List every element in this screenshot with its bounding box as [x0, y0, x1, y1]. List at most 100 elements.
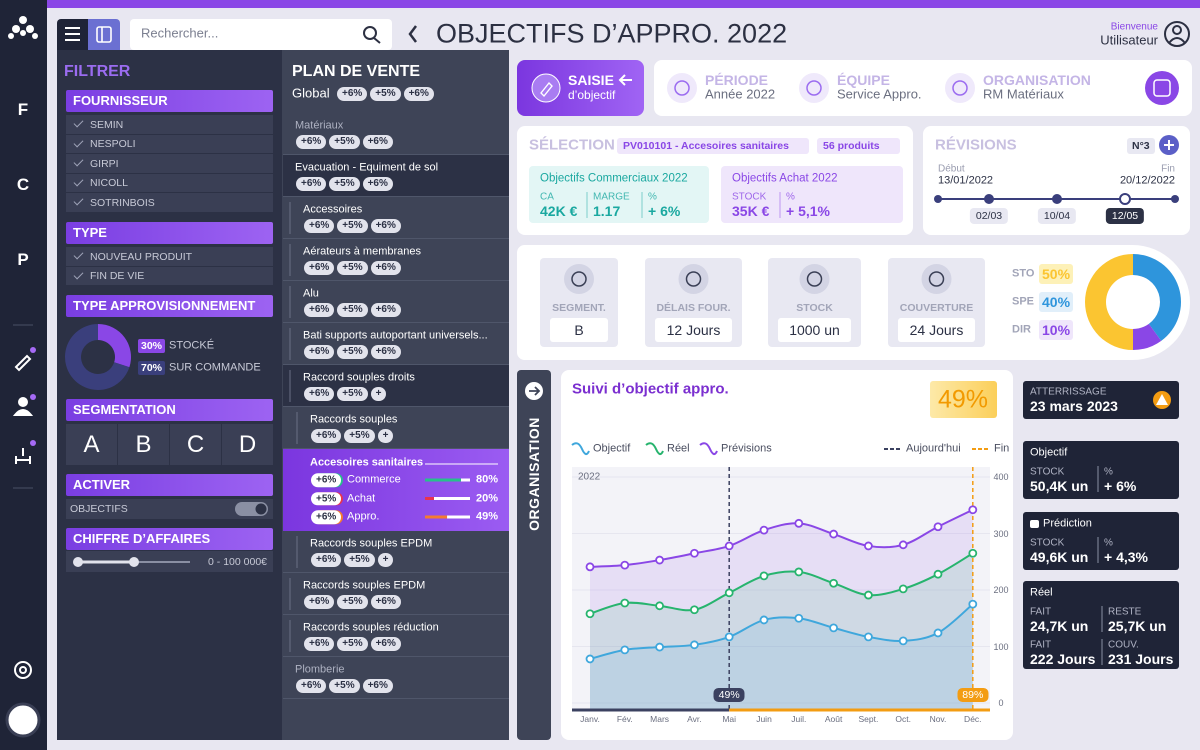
tag-group: +6% +5% +6%	[337, 87, 434, 101]
metric-value: + 5,1%	[786, 202, 830, 219]
value-badge: 70%	[138, 360, 166, 376]
tag: +6%	[311, 429, 342, 443]
tracking-title: Suivi d’objectif appro.	[572, 380, 729, 398]
kpi-value-box	[655, 318, 732, 342]
summary-metric-value: 222 Jours	[1030, 650, 1096, 667]
legend-label: Réel	[667, 442, 690, 455]
chart-year: 2022	[578, 471, 601, 483]
tag: +6%	[370, 637, 401, 651]
objective-card	[529, 166, 709, 223]
summary-metric-value: 231 Jours	[1108, 650, 1174, 667]
metric-value: 1.17	[593, 202, 621, 219]
organisation-tab-label: ORGANISATION	[525, 417, 542, 531]
segment-cell[interactable]	[66, 424, 117, 465]
summary-metric-value: 24,7K un	[1030, 617, 1089, 634]
tag-group: +6% +5% +	[311, 553, 394, 567]
x-tick-label: Nov.	[929, 714, 947, 725]
objective-title: Objectifs Achat 2022	[732, 172, 838, 185]
filter-row	[66, 173, 273, 193]
info-card	[654, 60, 1192, 116]
y-tick-label: 400	[993, 471, 1009, 482]
metric-label: STOCK	[732, 191, 767, 203]
detail-value: 20%	[475, 492, 498, 505]
metric-value: 35K €	[732, 202, 770, 219]
collapse-button[interactable]	[88, 19, 120, 50]
value-badge: 30%	[138, 338, 166, 354]
tag: +6%	[296, 135, 327, 149]
tag: +6%	[370, 219, 401, 233]
detail-value: 80%	[475, 473, 498, 486]
metric-label: %	[648, 191, 657, 203]
segment-cell[interactable]	[118, 424, 169, 465]
tag: +6%	[304, 219, 335, 233]
y-tick-label: 100	[993, 641, 1009, 652]
info-label: ORGANISATION	[983, 71, 1091, 88]
global-label: Global	[292, 85, 330, 101]
tag: +6%	[304, 387, 335, 401]
tag-group: +6% +5% +6%	[304, 345, 401, 359]
tag-group: +6% +5% +6%	[296, 679, 393, 693]
filter-row	[66, 247, 273, 266]
detail-tag: +6%	[311, 510, 342, 524]
tag: +6%	[296, 177, 327, 191]
tag-group: +6% +5% +6%	[304, 261, 401, 275]
summary-metric-label: %	[1104, 537, 1113, 549]
start-date: 13/01/2022	[938, 174, 994, 187]
tag: +6%	[403, 87, 434, 101]
legend-label: Prévisions	[721, 442, 772, 455]
menu-button[interactable]	[57, 19, 88, 50]
legend-label: Objectif	[593, 442, 631, 455]
filter-item: SEMIN	[90, 118, 124, 131]
toggle[interactable]	[235, 502, 268, 516]
segment-cell[interactable]	[222, 424, 273, 465]
filter-item: NICOLL	[90, 177, 128, 190]
mix-label: STO	[1012, 267, 1035, 280]
x-tick-label: Août	[824, 714, 843, 725]
filter-item: NOUVEAU PRODUIT	[90, 250, 193, 263]
landing-value: 23 mars 2023	[1030, 397, 1118, 414]
tag: +5%	[329, 135, 360, 149]
objective-card	[721, 166, 903, 223]
filter-item: NESPOLI	[90, 138, 136, 151]
section-header: TYPE	[66, 222, 273, 244]
metric-value: 42K €	[540, 202, 578, 219]
summary-metric-label: FAIT	[1030, 639, 1052, 651]
summary-metric-label: STOCK	[1030, 466, 1065, 478]
info-label: ÉQUIPE	[837, 71, 890, 88]
detail-label: Achat	[347, 492, 376, 505]
search-box[interactable]	[130, 19, 392, 50]
section-header: SEGMENTATION	[66, 399, 273, 421]
summary-metric-value: + 6%	[1104, 477, 1137, 494]
segment-letter: A	[83, 431, 100, 459]
summary-card	[1023, 512, 1179, 570]
x-tick-label: Oct.	[895, 714, 911, 725]
milestone-label: 10/04	[1037, 207, 1077, 225]
plan-row-label: Alu	[303, 287, 319, 300]
kpi-value: 24 Jours	[909, 321, 964, 338]
legend-label: STOCKÉ	[169, 339, 215, 352]
plan-row-label: Accesoires sanitaires	[310, 456, 424, 469]
end-label: Fin	[1161, 163, 1175, 175]
tag-group: +6% +5% +6%	[304, 637, 401, 651]
search-placeholder: Rechercher...	[141, 25, 219, 41]
x-tick-label: Déc.	[964, 714, 982, 725]
tag: +6%	[370, 595, 401, 609]
summary-metric-label: STOCK	[1030, 537, 1065, 549]
plan-row-label: Raccords souples	[310, 413, 398, 426]
tag: +5%	[337, 303, 368, 317]
tag: +6%	[370, 345, 401, 359]
filter-row	[66, 134, 273, 154]
filter-row	[66, 154, 273, 173]
user-icon[interactable]	[1164, 21, 1190, 47]
summary-metric-label: %	[1104, 466, 1113, 478]
tag: +5%	[344, 429, 375, 443]
segment-cell[interactable]	[170, 424, 221, 465]
tag: +6%	[337, 87, 368, 101]
back-chevron[interactable]	[408, 25, 417, 43]
x-tick-label: Juil.	[791, 714, 807, 725]
milestone-label: 02/03	[969, 207, 1009, 225]
organisation-tab[interactable]	[517, 370, 551, 740]
x-tick-label: Mai	[722, 714, 737, 725]
info-value: Service Appro.	[837, 86, 922, 102]
selection-title: SÉLECTION	[529, 136, 615, 154]
